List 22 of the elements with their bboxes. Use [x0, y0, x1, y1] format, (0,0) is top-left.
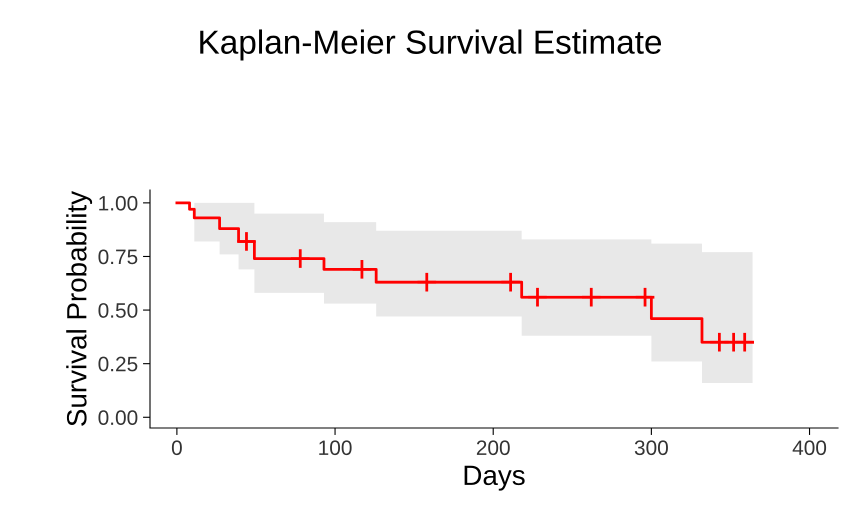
x-tick-label: 400	[792, 440, 826, 456]
point	[734, 332, 756, 353]
x-tick-label: 0	[172, 440, 182, 456]
y-tick-label: 0.50	[98, 303, 138, 318]
y-tick-label: 0.25	[98, 356, 138, 372]
chart-title: Kaplan-Meier Survival Estimate	[200, 29, 662, 61]
y-tick-label: 1.00	[99, 196, 138, 211]
point	[500, 271, 522, 293]
point	[580, 286, 602, 308]
y-axis-title: Survival Probability	[66, 190, 92, 426]
y-tick-label: 0.75	[98, 249, 138, 264]
point	[416, 271, 438, 293]
x-tick-label: 300	[634, 440, 668, 456]
point	[351, 258, 373, 280]
x-tick-label: 100	[319, 440, 352, 456]
x-axis-title: Days	[464, 466, 525, 491]
point	[236, 230, 258, 252]
point	[290, 248, 311, 270]
point	[526, 286, 548, 308]
y-tick-label: 0.00	[98, 410, 138, 426]
x-tick-label: 200	[476, 440, 510, 456]
point	[634, 286, 656, 308]
